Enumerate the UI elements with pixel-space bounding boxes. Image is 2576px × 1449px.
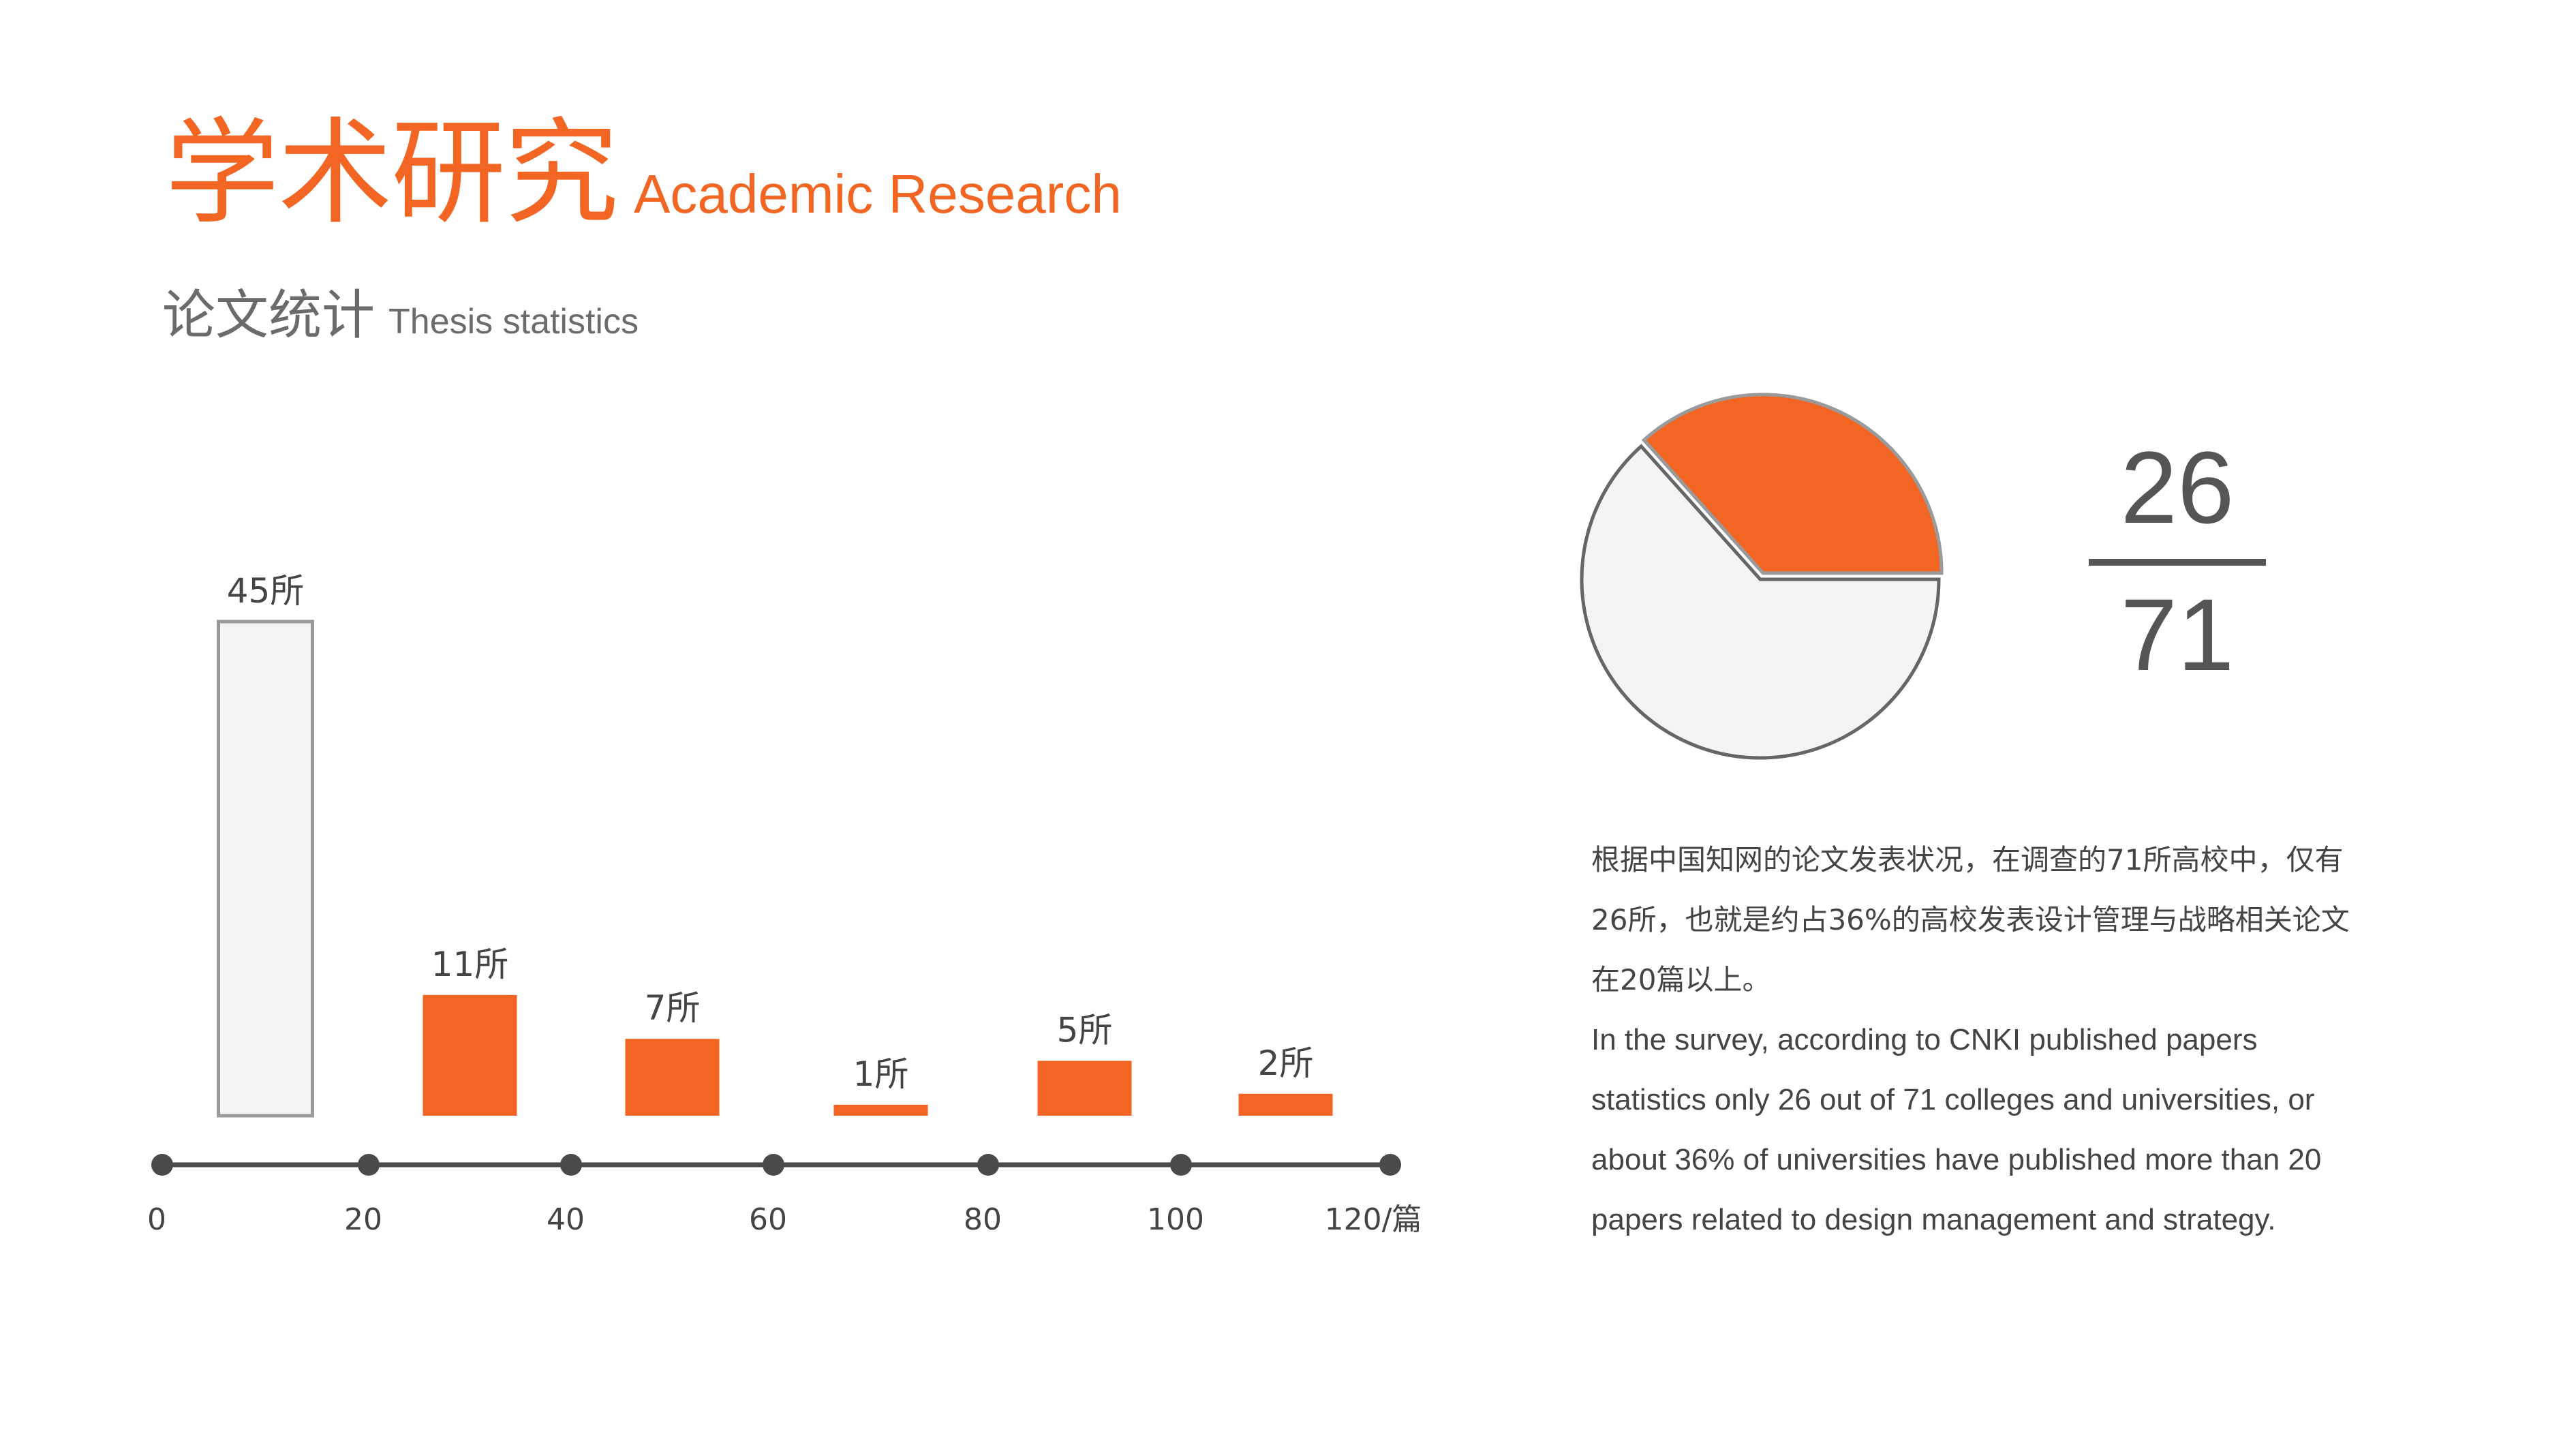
x-tick-dot [1379,1154,1401,1176]
pie-slice [1580,444,1941,760]
bar [625,1039,720,1116]
fraction-denominator: 71 [2120,577,2235,692]
bar [217,620,314,1118]
page-title: 学术研究 Academic Research [165,116,1122,230]
x-tick-dot [151,1154,173,1176]
x-tick-dot [358,1154,380,1176]
x-tick-label: 80 [964,1202,1002,1237]
fraction-bar [2089,559,2266,566]
pie-slice-highlight [1641,393,1944,575]
description-chinese: 根据中国知网的论文发表状况，在调查的71所高校中，仅有26所，也就是约占36%的… [1591,843,2350,996]
description-english: In the survey, according to CNKI publish… [1591,1023,2322,1236]
bar [1238,1093,1333,1116]
section-subtitle: 论文统计 Thesis statistics [162,289,639,342]
x-tick-label: 20 [344,1202,382,1237]
x-tick-dot [560,1154,582,1176]
bar-data-label: 1所 [853,1054,909,1094]
description-block: 根据中国知网的论文发表状况，在调查的71所高校中，仅有26所，也就是约占36%的… [1591,830,2361,1250]
x-tick-dot [977,1154,999,1176]
bar [423,994,517,1116]
bar [1037,1061,1132,1116]
x-tick-label: 0 [147,1202,166,1237]
x-tick-dot [1170,1154,1192,1176]
subtitle-english: Thesis statistics [388,302,639,341]
x-tick-label: 120/篇 [1325,1202,1422,1237]
title-english: Academic Research [634,164,1122,224]
x-tick-label: 60 [749,1202,787,1237]
bar-data-label: 11所 [431,945,509,984]
bar-data-label: 2所 [1258,1043,1314,1083]
title-chinese: 学术研究 [165,106,619,240]
fraction-numerator: 26 [2120,430,2235,545]
ratio-fraction: 26 71 [2085,436,2269,686]
bar-data-label: 45所 [227,571,305,611]
x-tick-label: 40 [547,1202,585,1237]
subtitle-chinese: 论文统计 [162,285,375,346]
bar [833,1104,928,1116]
x-tick-dot [763,1154,784,1176]
bar-data-label: 5所 [1057,1010,1113,1050]
bar-data-label: 7所 [645,988,701,1028]
x-tick-label: 100 [1147,1202,1204,1237]
